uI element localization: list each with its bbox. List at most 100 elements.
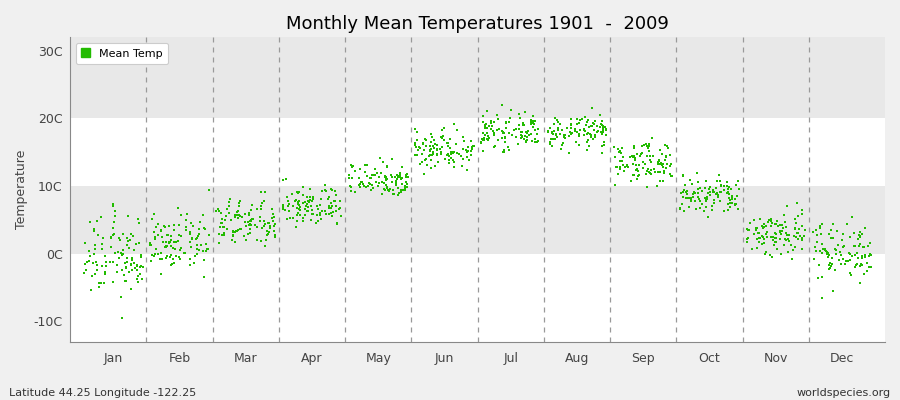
Point xyxy=(247,216,261,223)
Point xyxy=(228,213,242,219)
Point xyxy=(106,201,121,207)
Point xyxy=(124,230,139,237)
Point xyxy=(586,119,600,126)
Point xyxy=(611,171,625,178)
Point xyxy=(78,260,93,267)
Point xyxy=(318,186,332,193)
Point xyxy=(477,134,491,141)
Point xyxy=(588,118,602,124)
Point xyxy=(158,243,172,250)
Point xyxy=(741,236,755,242)
Point xyxy=(290,212,304,218)
Point xyxy=(676,173,690,179)
Point xyxy=(346,162,360,169)
Point xyxy=(584,122,598,129)
Point xyxy=(607,144,621,150)
Point xyxy=(464,137,479,144)
Point xyxy=(436,137,451,144)
Point xyxy=(464,152,479,158)
Point xyxy=(292,202,306,209)
Point xyxy=(419,137,434,143)
Point xyxy=(526,121,541,128)
Point xyxy=(221,203,236,209)
Point xyxy=(491,136,505,143)
Point xyxy=(568,126,582,132)
Point xyxy=(114,314,129,321)
Point xyxy=(522,132,536,138)
Point xyxy=(357,183,372,189)
Point xyxy=(860,243,875,249)
Point xyxy=(353,181,367,187)
Point xyxy=(714,189,728,195)
Point xyxy=(824,235,838,241)
Point xyxy=(706,200,721,207)
Point xyxy=(728,182,742,188)
Point xyxy=(79,258,94,265)
Point xyxy=(541,129,555,135)
Point xyxy=(544,136,558,142)
Point xyxy=(365,182,380,188)
Point xyxy=(354,166,368,172)
Point xyxy=(90,266,104,273)
Point xyxy=(860,268,874,274)
Point xyxy=(520,133,535,140)
Point xyxy=(130,216,145,223)
Point xyxy=(580,138,594,145)
Point xyxy=(266,213,281,220)
Point xyxy=(382,186,396,193)
Point xyxy=(814,241,829,248)
Point xyxy=(679,195,693,201)
Point xyxy=(698,185,712,191)
Point xyxy=(769,239,783,246)
Point xyxy=(513,115,527,122)
Point xyxy=(378,176,392,182)
Point xyxy=(310,217,325,224)
Point xyxy=(615,158,629,164)
Point xyxy=(216,232,230,238)
Point xyxy=(757,224,771,230)
Point xyxy=(202,232,217,238)
Point xyxy=(352,184,366,190)
Point xyxy=(834,252,849,258)
Point xyxy=(424,130,438,137)
Point xyxy=(760,230,774,237)
Point xyxy=(660,143,674,149)
Point xyxy=(663,170,678,177)
Point xyxy=(400,184,414,190)
Point xyxy=(711,194,725,201)
Point xyxy=(304,216,319,223)
Point xyxy=(587,121,601,127)
Point xyxy=(858,252,872,258)
Point xyxy=(185,236,200,242)
Point xyxy=(262,229,276,235)
Point xyxy=(524,116,538,123)
Point xyxy=(306,196,320,203)
Point xyxy=(446,149,461,155)
Point xyxy=(547,114,562,121)
Point xyxy=(373,180,387,186)
Point xyxy=(673,205,688,211)
Point xyxy=(838,261,852,268)
Point xyxy=(855,253,869,259)
Point xyxy=(384,174,399,180)
Point xyxy=(707,196,722,203)
Point xyxy=(409,144,423,150)
Point xyxy=(148,251,163,257)
Point xyxy=(833,248,848,255)
Point xyxy=(184,244,198,250)
Point xyxy=(768,239,782,245)
Point xyxy=(408,152,422,158)
Point xyxy=(390,182,404,188)
Point xyxy=(858,244,872,250)
Point xyxy=(422,152,436,159)
Point xyxy=(184,235,199,241)
Point xyxy=(84,287,98,293)
Point xyxy=(375,159,390,166)
Point xyxy=(253,218,267,224)
Point xyxy=(427,151,441,157)
Point xyxy=(162,238,176,245)
Point xyxy=(612,149,626,155)
Point xyxy=(639,140,653,147)
Point xyxy=(588,133,602,139)
Point xyxy=(125,255,140,261)
